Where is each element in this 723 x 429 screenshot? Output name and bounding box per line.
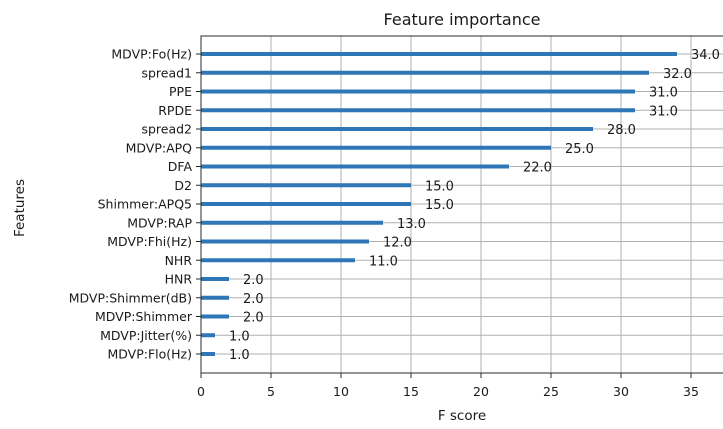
bar	[201, 127, 593, 131]
x-tick-label: 10	[333, 384, 349, 399]
y-tick-label: MDVP:RAP	[127, 215, 192, 230]
x-tick-label: 35	[683, 384, 699, 399]
y-tick-label: HNR	[165, 272, 193, 287]
y-tick-label: RPDE	[158, 103, 192, 118]
y-tick-label: MDVP:Jitter(%)	[100, 328, 192, 343]
y-tick-label: spread2	[141, 122, 192, 137]
bar	[201, 164, 509, 169]
bar	[201, 220, 383, 225]
data-label: 2.0	[243, 292, 264, 307]
bar	[201, 295, 229, 300]
bars	[201, 52, 677, 356]
x-tick-label: 30	[613, 384, 629, 399]
bar	[201, 183, 411, 188]
y-tick-label: MDVP:Shimmer(dB)	[69, 290, 192, 305]
x-tick-label: 5	[267, 384, 275, 399]
bar	[201, 239, 369, 244]
data-label: 31.0	[649, 86, 678, 101]
bar	[201, 52, 677, 56]
bar	[201, 352, 215, 356]
bar	[201, 333, 215, 338]
x-tick-labels: 0 5 10 15 20 25 30 35	[197, 384, 699, 399]
data-label: 15.0	[425, 179, 454, 194]
y-tick-label: NHR	[165, 253, 193, 268]
bar	[201, 108, 635, 113]
bar	[201, 89, 635, 94]
y-tick-label: MDVP:Shimmer	[95, 309, 193, 324]
data-label: 25.0	[565, 142, 594, 157]
bar	[201, 277, 229, 281]
data-label: 12.0	[383, 236, 412, 251]
x-axis-label: F score	[438, 408, 486, 424]
y-tick-label: Shimmer:APQ5	[98, 197, 192, 212]
x-tick-label: 25	[543, 384, 559, 399]
y-tick-label: PPE	[169, 84, 192, 99]
data-label: 34.0	[691, 48, 720, 63]
y-tick-label: MDVP:APQ	[126, 140, 193, 155]
data-label: 13.0	[397, 217, 426, 232]
y-tick-label: MDVP:Fo(Hz)	[111, 47, 192, 62]
data-label: 1.0	[229, 329, 250, 344]
x-tick-label: 20	[473, 384, 489, 399]
data-label: 22.0	[523, 161, 552, 176]
chart-title: Feature importance	[384, 10, 541, 29]
y-tick-label: spread1	[141, 65, 192, 80]
bar	[201, 145, 551, 150]
x-tick-label: 0	[197, 384, 205, 399]
bar	[201, 258, 355, 263]
data-label: 28.0	[607, 123, 636, 138]
data-label: 32.0	[663, 67, 692, 82]
y-tick-labels: MDVP:Fo(Hz) spread1 PPE RPDE spread2 MDVP:APQ…	[69, 47, 193, 362]
bar	[201, 314, 229, 319]
bar	[201, 70, 649, 75]
bar	[201, 202, 411, 206]
y-tick-label: MDVP:Fhi(Hz)	[107, 234, 192, 249]
plot-frame	[200, 35, 723, 374]
y-tick-label: MDVP:Flo(Hz)	[107, 347, 192, 362]
gridlines	[196, 36, 723, 378]
data-label: 1.0	[229, 348, 250, 363]
data-label: 2.0	[243, 273, 264, 288]
y-axis-label: Features	[12, 179, 28, 237]
y-tick-label: D2	[174, 178, 192, 193]
data-label: 31.0	[649, 104, 678, 119]
data-label: 15.0	[425, 198, 454, 213]
y-tick-label: DFA	[168, 159, 193, 174]
x-tick-label: 15	[403, 384, 419, 399]
data-label: 11.0	[369, 254, 398, 269]
data-label: 2.0	[243, 311, 264, 326]
data-labels: 34.0 32.0 31.0 31.0 28.0 25.0 22.0 15.0 15.0 13.0…	[229, 48, 720, 363]
